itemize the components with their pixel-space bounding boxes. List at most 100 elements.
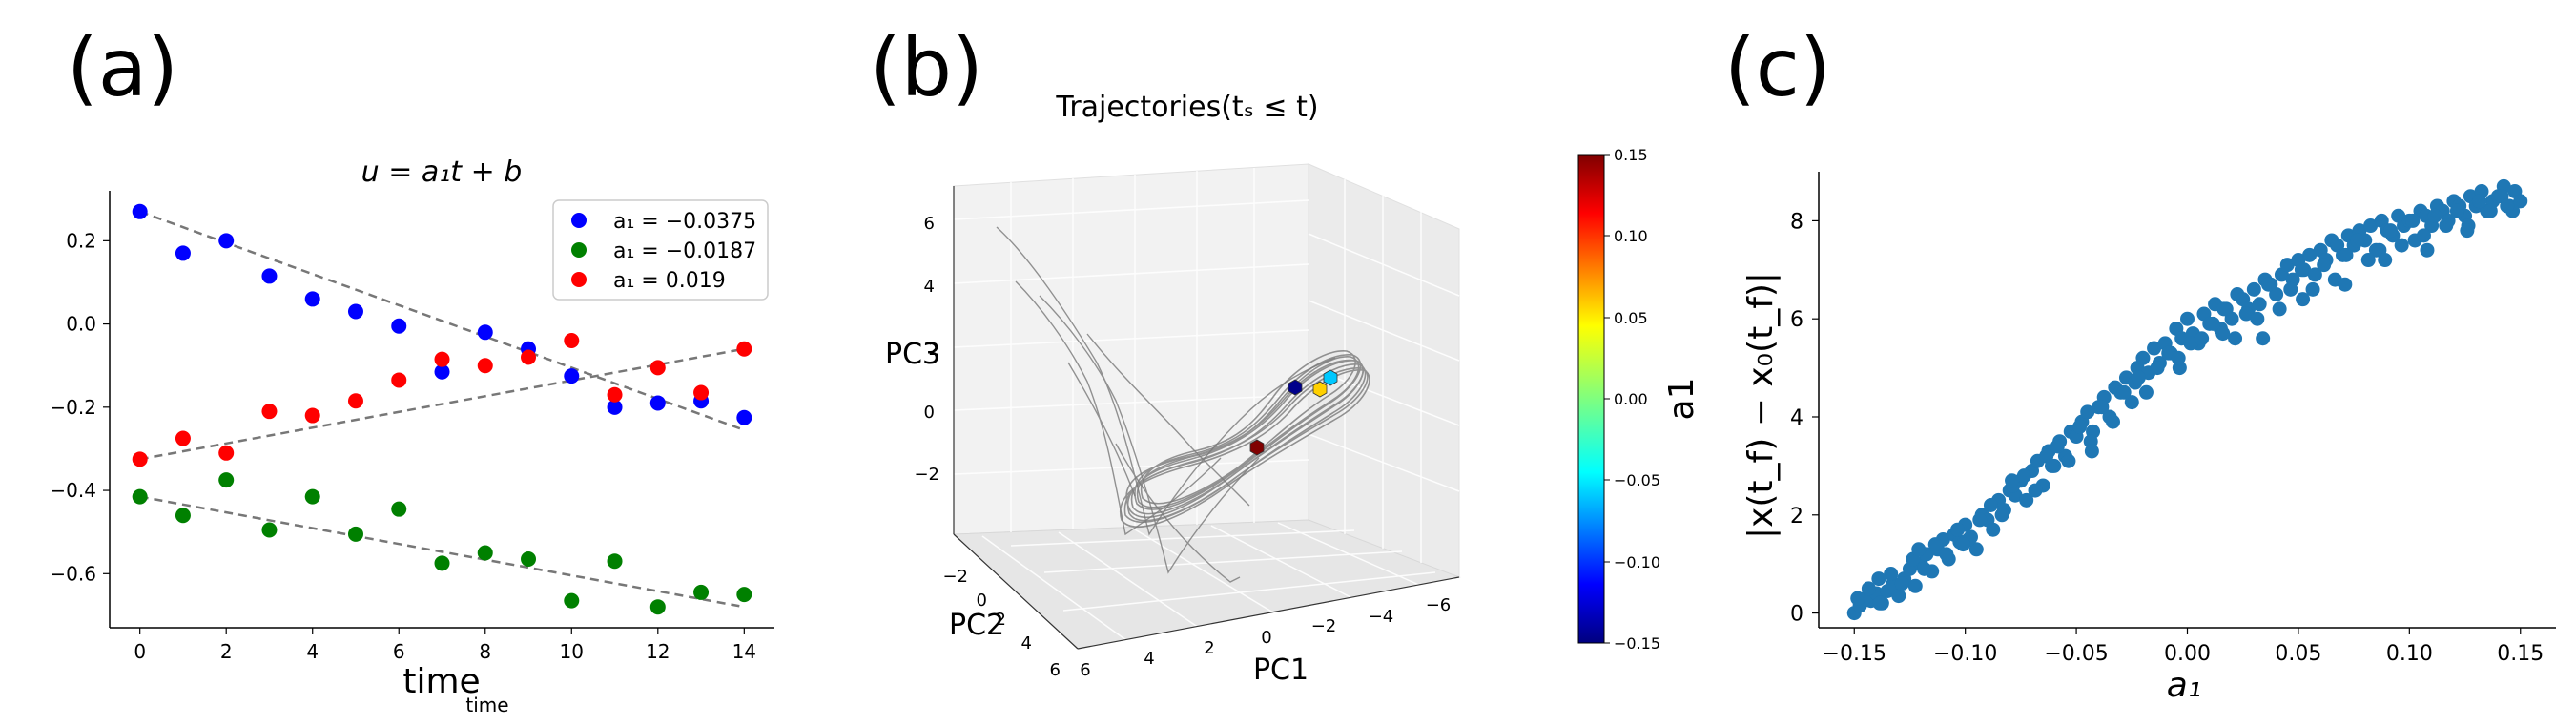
y-tick-label: −0.2 <box>50 396 96 419</box>
y-tick-label: 0 <box>1790 603 1803 627</box>
data-point <box>218 472 235 488</box>
panel-a-points <box>132 203 752 615</box>
trajectory-markers <box>1249 369 1338 456</box>
y-tick-label: 2 <box>1790 505 1803 529</box>
x-tick-label: −6 <box>1426 595 1452 615</box>
legend-marker-red <box>571 272 587 287</box>
data-point <box>434 555 450 571</box>
grid-line <box>953 329 1309 348</box>
x-tick-label: −0.05 <box>2044 642 2108 666</box>
marker-a1-neg003 <box>1323 369 1338 386</box>
data-point <box>2044 458 2059 473</box>
data-point <box>2171 350 2186 365</box>
data-point <box>2305 281 2320 297</box>
data-point <box>564 333 580 349</box>
data-point <box>2416 228 2431 243</box>
data-point <box>2250 311 2265 326</box>
colorbar-tick-label: 0.15 <box>1614 146 1648 164</box>
data-point <box>649 360 666 376</box>
data-point <box>2307 267 2322 282</box>
data-point <box>564 368 580 384</box>
panel-c-chart: −0.15 −0.10 −0.05 0.00 0.05 0.10 0.15 0 2 4 6 8 a₁… <box>1741 172 2556 705</box>
data-point <box>2147 341 2162 356</box>
panel-label-c: (c) <box>1724 21 1831 114</box>
data-point <box>2283 281 2298 297</box>
data-point <box>261 268 278 284</box>
data-point <box>2279 258 2295 273</box>
trajectory-line <box>996 226 1336 536</box>
grid-line <box>1277 522 1422 587</box>
x-ticks: 6 4 2 0 −2 −4 −6 <box>1080 595 1451 680</box>
fit-line <box>139 210 745 431</box>
panel-c-y-ticks: 0 2 4 6 8 <box>1790 210 1819 627</box>
data-point <box>347 303 363 320</box>
y-tick-label: 0.2 <box>66 229 96 252</box>
data-point <box>1917 561 1932 576</box>
trajectory-line <box>1015 280 1222 536</box>
data-point <box>649 599 666 615</box>
data-point <box>2338 277 2353 292</box>
data-point <box>564 592 580 609</box>
data-point <box>693 584 710 600</box>
panel-label-a: (a) <box>67 21 178 114</box>
panel-label-b: (b) <box>870 21 983 114</box>
panel-c-y-label: |x(t_f) − x₀(t_f)| <box>1741 272 1781 539</box>
data-point <box>1861 581 1876 596</box>
legend-label-2: a₁ = −0.0187 <box>613 239 756 263</box>
grid-line <box>1210 525 1355 600</box>
trajectory-line <box>1067 362 1136 497</box>
data-point <box>1907 578 1923 593</box>
x-tick-label: 0 <box>1261 628 1271 648</box>
trajectory-line <box>1115 443 1241 583</box>
legend-label-1: a₁ = −0.0375 <box>613 210 756 234</box>
data-point <box>1891 589 1906 604</box>
data-point <box>607 553 623 570</box>
x-tick-label: 14 <box>732 640 756 663</box>
data-point <box>2260 277 2276 292</box>
data-point <box>304 488 320 505</box>
data-point <box>736 587 752 603</box>
data-point <box>2363 218 2379 234</box>
panel-a-legend: a₁ = −0.0375 a₁ = −0.0187 a₁ = 0.019 <box>552 199 769 301</box>
data-point <box>2420 242 2435 258</box>
y-tick-label: −0.6 <box>50 562 96 585</box>
data-point <box>2138 384 2154 400</box>
data-point <box>261 404 278 420</box>
data-point <box>2500 198 2515 214</box>
data-point <box>1939 547 1954 562</box>
data-point <box>391 372 407 388</box>
x-tick-label: −0.10 <box>1933 642 1997 666</box>
data-point <box>1850 591 1865 606</box>
grid-line <box>1058 531 1203 631</box>
data-point <box>2080 404 2095 420</box>
data-point <box>347 393 363 409</box>
data-point <box>1955 537 1970 552</box>
z-tick-label: 2 <box>929 340 939 360</box>
data-point <box>521 551 537 568</box>
data-point <box>2131 370 2146 385</box>
back-wall-pane <box>953 163 1309 535</box>
data-point <box>2460 223 2475 239</box>
trajectory-line <box>1086 333 1250 507</box>
data-point <box>175 508 191 524</box>
data-point <box>2360 253 2376 268</box>
data-point <box>607 399 623 415</box>
y-tick-label: 0 <box>977 591 987 611</box>
panel-a-chart: u = a₁t + b 0 2 4 6 8 10 12 14 −0.6 −0.4 −0.2 0.0 0… <box>50 156 774 716</box>
data-point <box>391 318 407 334</box>
y-tick-label: −2 <box>942 567 968 587</box>
legend-label-3: a₁ = 0.019 <box>613 269 726 293</box>
z-axis-label: PC3 <box>885 338 940 371</box>
data-point <box>1972 512 1988 528</box>
data-point <box>132 488 148 505</box>
x-tick-label: 10 <box>560 640 584 663</box>
data-point <box>175 430 191 446</box>
colorbar-tick-label: 0.10 <box>1614 227 1648 245</box>
data-point <box>1872 595 1887 611</box>
data-point <box>2378 253 2393 268</box>
legend-frame <box>552 199 769 301</box>
data-point <box>2135 350 2151 365</box>
data-point <box>2256 331 2271 346</box>
x-tick-label: −0.15 <box>1823 642 1886 666</box>
